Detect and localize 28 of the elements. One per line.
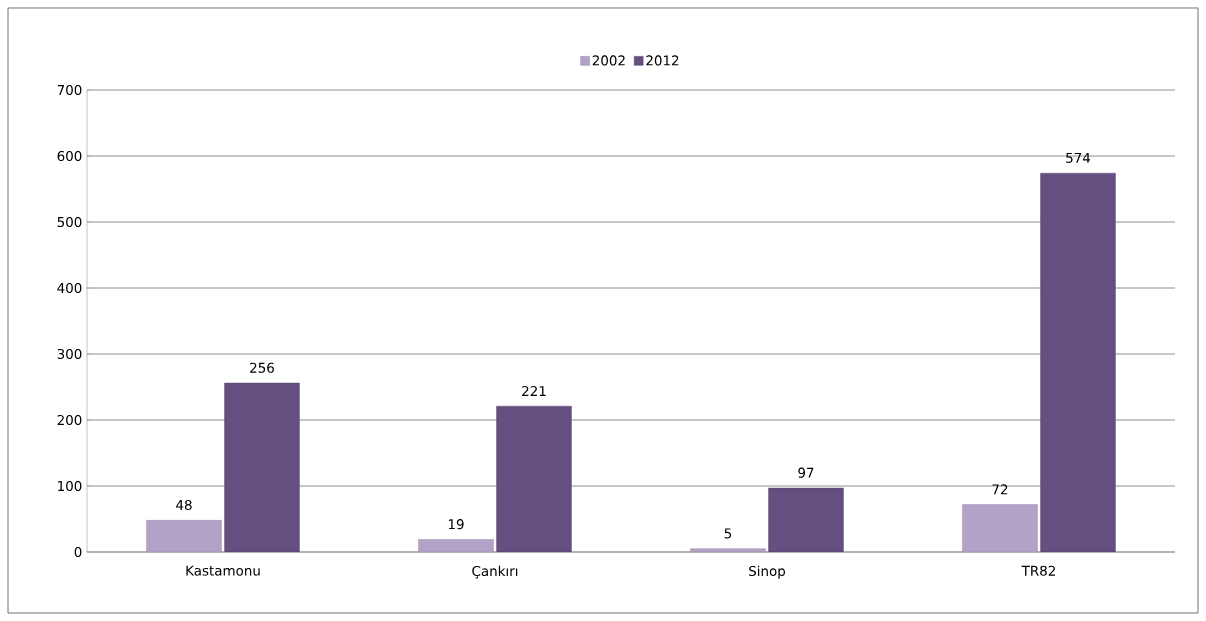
data-label: 72 xyxy=(992,484,1008,495)
data-label: 256 xyxy=(250,362,274,373)
bar xyxy=(146,520,222,552)
data-label: 221 xyxy=(522,385,546,396)
data-label: 5 xyxy=(724,528,732,539)
x-tick-label: Sinop xyxy=(749,565,786,579)
bar xyxy=(496,405,572,552)
bar xyxy=(224,382,300,552)
y-tick-label: 200 xyxy=(57,414,82,426)
y-tick-label: 100 xyxy=(58,480,82,492)
y-tick-label: 500 xyxy=(57,216,82,228)
y-tick-label: 0 xyxy=(74,546,82,558)
x-tick-label: TR82 xyxy=(1021,565,1055,576)
y-tick-label: 400 xyxy=(57,282,82,294)
bar xyxy=(768,487,844,552)
y-tick-label: 600 xyxy=(57,150,82,162)
data-label: 48 xyxy=(176,499,192,511)
bar xyxy=(1040,172,1116,552)
x-tick-label: Kastamonu xyxy=(186,565,260,576)
legend-label: 2002 xyxy=(592,55,625,66)
data-label: 574 xyxy=(1066,152,1091,163)
data-label: 97 xyxy=(798,467,814,478)
y-tick-label: 700 xyxy=(57,84,82,96)
y-tick-label: 300 xyxy=(57,348,82,360)
bar xyxy=(962,504,1038,552)
legend-label: 2012 xyxy=(646,55,679,66)
data-label: 19 xyxy=(448,519,464,530)
x-tick-label: Çankırı xyxy=(472,565,518,579)
